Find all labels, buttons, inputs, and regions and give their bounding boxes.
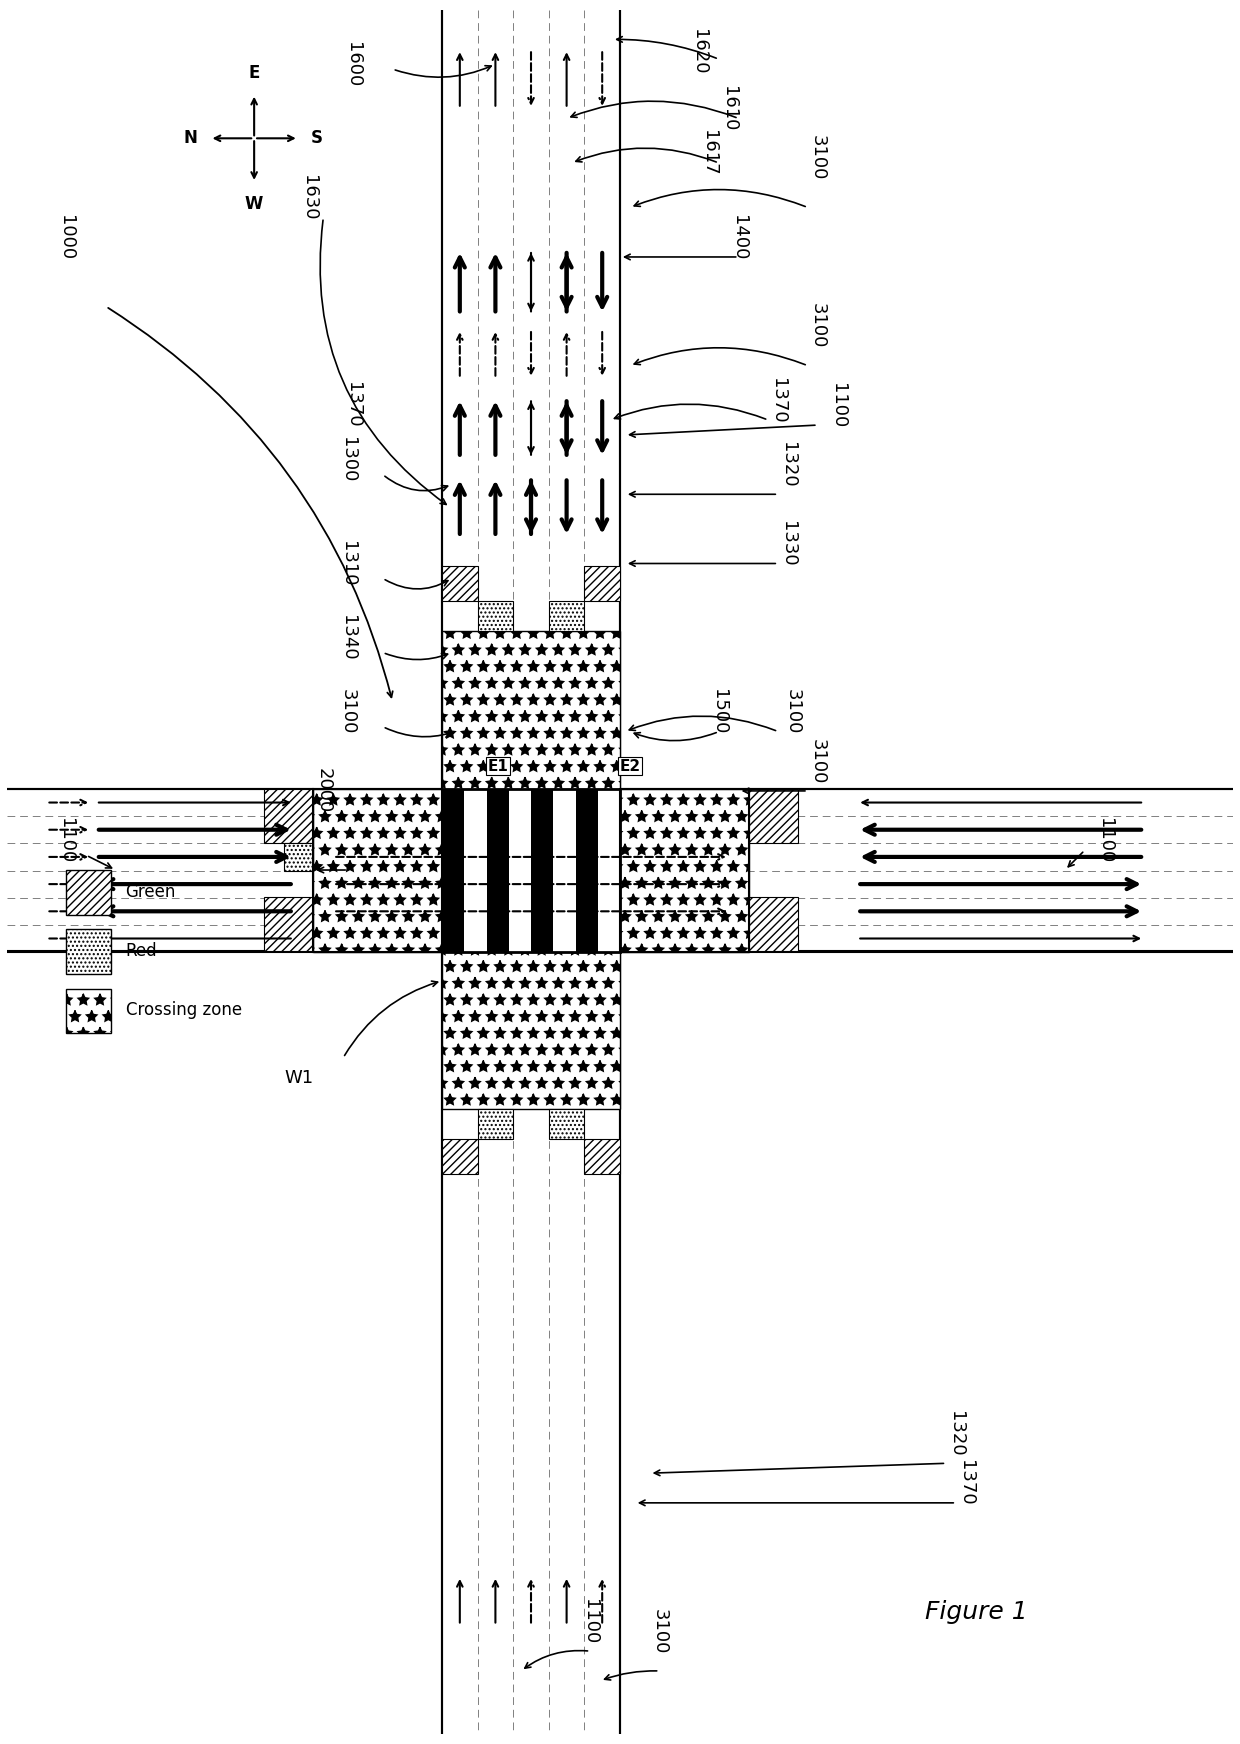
Text: 3100: 3100 (651, 1608, 668, 1653)
Bar (575, 788, 598, 952)
Bar (441, 10, 620, 1734)
Bar (441, 567, 477, 602)
Bar (549, 1109, 584, 1139)
Text: 2000: 2000 (315, 769, 332, 813)
Text: 1400: 1400 (729, 215, 748, 260)
Text: 3100: 3100 (784, 689, 802, 734)
Bar (553, 788, 575, 952)
Text: 1100: 1100 (828, 382, 847, 427)
Text: 1320: 1320 (947, 1411, 965, 1456)
Text: 1600: 1600 (343, 42, 362, 87)
Text: 1310: 1310 (339, 541, 357, 586)
Text: 1340: 1340 (339, 616, 357, 661)
Bar (284, 844, 314, 870)
Text: 1300: 1300 (339, 438, 357, 483)
Text: 3100: 3100 (808, 136, 827, 181)
Bar (66, 930, 110, 973)
Bar (584, 1139, 620, 1174)
Text: W: W (246, 195, 263, 213)
Bar (477, 602, 513, 631)
Bar (620, 788, 749, 952)
Bar (441, 631, 620, 788)
Text: Figure 1: Figure 1 (925, 1599, 1027, 1624)
Text: 1617: 1617 (701, 131, 718, 176)
Text: 1330: 1330 (779, 521, 797, 567)
Text: 1100: 1100 (582, 1599, 599, 1645)
Bar (66, 870, 110, 914)
Text: E: E (248, 65, 260, 82)
Bar (264, 896, 314, 950)
Text: 3100: 3100 (808, 303, 827, 349)
Text: 1630: 1630 (300, 174, 317, 220)
Bar (314, 788, 441, 952)
Bar (620, 788, 749, 952)
Text: 1000: 1000 (57, 215, 76, 260)
Text: 1100: 1100 (1095, 818, 1114, 863)
Text: 3100: 3100 (808, 738, 827, 785)
Bar (441, 1139, 477, 1174)
Bar (264, 788, 314, 844)
Bar (749, 788, 799, 844)
Bar (314, 788, 441, 952)
Text: 1370: 1370 (769, 377, 787, 424)
Bar (584, 567, 620, 602)
Text: 1370: 1370 (343, 382, 362, 427)
Text: 1320: 1320 (779, 441, 797, 487)
Bar (441, 788, 464, 952)
Bar (66, 989, 110, 1032)
Bar (531, 788, 553, 952)
Text: 1100: 1100 (57, 818, 76, 863)
Bar (441, 950, 620, 1109)
Text: Red: Red (125, 942, 157, 961)
Bar (598, 788, 620, 952)
Bar (486, 788, 508, 952)
Bar (7, 788, 1233, 952)
Text: W1: W1 (284, 1069, 314, 1087)
Text: S: S (310, 129, 322, 146)
Bar (477, 1109, 513, 1139)
Bar (441, 788, 620, 952)
Text: E1: E1 (489, 759, 508, 774)
Text: 1610: 1610 (719, 85, 738, 131)
Text: E2: E2 (619, 759, 640, 774)
Text: 1620: 1620 (691, 28, 708, 73)
Bar (549, 602, 584, 631)
Text: N: N (184, 129, 198, 146)
Bar (464, 788, 486, 952)
Text: 1500: 1500 (709, 689, 728, 734)
Bar (508, 788, 531, 952)
Bar (749, 896, 799, 950)
Text: Crossing zone: Crossing zone (125, 1001, 242, 1020)
Text: 1370: 1370 (957, 1460, 975, 1505)
Text: Green: Green (125, 882, 176, 900)
Text: 3100: 3100 (339, 689, 357, 734)
